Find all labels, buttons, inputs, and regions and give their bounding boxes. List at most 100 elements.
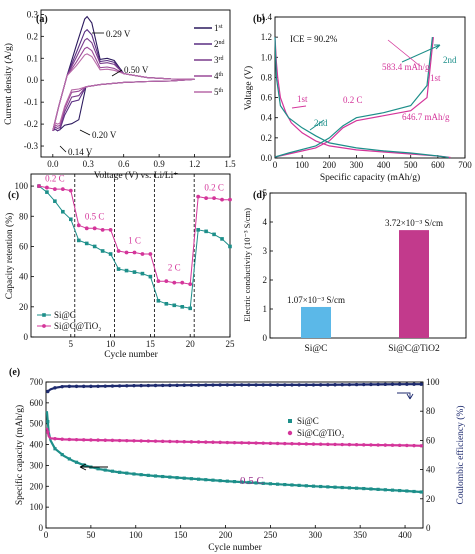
panel-e-marker-2-378 bbox=[383, 382, 387, 387]
panel-a-annot-3: 0.20 V bbox=[92, 130, 117, 140]
panel-b-arrow-2nd-c bbox=[401, 44, 441, 63]
panel-e-marker-1-410 bbox=[412, 443, 416, 448]
panel-e-marker-2-122 bbox=[153, 383, 158, 388]
panel-e-marker-0-178 bbox=[204, 478, 208, 482]
panel-e-ylabel-right: Coulombic efficiency (%) bbox=[455, 405, 466, 504]
panel-e-marker-2-346 bbox=[354, 382, 359, 387]
panel-a-xlabel: Voltage (V) vs. Li/Li⁺ bbox=[94, 170, 179, 181]
panel-e-marker-1-186 bbox=[211, 440, 215, 444]
panel-c-xlabel: Cycle number bbox=[104, 350, 158, 360]
panel-c-point-0-12 bbox=[132, 270, 137, 274]
panel-e-marker-0-242 bbox=[261, 481, 265, 485]
panel-e-marker-2-202 bbox=[225, 383, 230, 387]
panel-e-marker-1-354 bbox=[362, 443, 366, 447]
panel-d-ytick-label-2: 2 bbox=[263, 275, 268, 285]
panel-e-marker-1-266 bbox=[283, 441, 287, 446]
panel-a-ytick-label-2: -0.1 bbox=[24, 97, 38, 107]
panel-e-marker-0-314 bbox=[326, 485, 330, 489]
panel-c-point-0-15 bbox=[156, 298, 161, 303]
panel-e-xtick-label-6: 300 bbox=[309, 530, 323, 540]
panel-b-ytick-label-3: 0.6 bbox=[261, 93, 273, 103]
panel-e-marker-1-386 bbox=[390, 443, 395, 447]
panel-e-marker-0-250 bbox=[268, 482, 273, 486]
panel-e-marker-1-226 bbox=[247, 441, 251, 445]
panel-b-curve-1 bbox=[274, 37, 434, 158]
panel-e-marker-1-258 bbox=[275, 441, 280, 446]
panel-c-rate-label-2: 1 C bbox=[128, 235, 141, 245]
panel-e-marker-1-242 bbox=[261, 441, 265, 445]
panel-b-ytick-label-4: 0.8 bbox=[261, 72, 273, 82]
panel-e-marker-1-106 bbox=[139, 439, 143, 443]
panel-e-marker-2-98 bbox=[132, 383, 136, 388]
panel-c-point-0-7 bbox=[92, 244, 97, 249]
panel-e-marker-1-330 bbox=[340, 442, 344, 447]
panel-e-xtick-label-7: 350 bbox=[353, 530, 367, 540]
panel-d: (d) 0 1 2 3 4 5 1.07×10⁻³ S/cm Si@C 3.72×10⁻³ S… bbox=[242, 188, 467, 354]
panel-e-marker-0-362 bbox=[369, 487, 373, 491]
panel-e-marker-1-210 bbox=[232, 440, 237, 445]
panel-c-point-0-11 bbox=[124, 268, 129, 273]
panel-a-annot-2: 0.50 V bbox=[124, 65, 149, 75]
panel-b-annot-1st-d: 1st bbox=[297, 94, 308, 104]
panel-a-xtick-label-4: 1.2 bbox=[189, 159, 200, 169]
panel-a-arrow-4 bbox=[59, 145, 67, 153]
panel-e-marker-2-410 bbox=[412, 382, 416, 386]
panel-e-marker-0-82 bbox=[118, 470, 122, 474]
panel-c-point-1-20 bbox=[196, 194, 201, 199]
panel-b-annot-1st-c: 1st bbox=[430, 73, 441, 83]
panel-e-marker-0-266 bbox=[283, 482, 287, 487]
panel-a-xtick-label-5: 1.5 bbox=[224, 159, 236, 169]
panel-e-xlabel: Cycle number bbox=[208, 543, 262, 553]
panel-c-point-0-2 bbox=[53, 199, 57, 203]
panel-e-marker-0-122 bbox=[153, 474, 158, 478]
panel-b-frame bbox=[274, 16, 466, 159]
panel-c-point-0-16 bbox=[164, 301, 169, 306]
panel-d-category-0: Si@C bbox=[304, 344, 327, 354]
panel-e: (e) 0 50 100 150 200 250 300 350 400010020030040… bbox=[9, 367, 466, 553]
panel-c-point-1-11 bbox=[124, 250, 129, 255]
panel-b-label: (b) bbox=[253, 14, 265, 25]
panel-e-marker-0-330 bbox=[340, 485, 344, 490]
panel-e-ytick-label-1: 100 bbox=[30, 502, 44, 512]
panel-e-marker-2-138 bbox=[168, 383, 172, 388]
panel-b-curve-3 bbox=[274, 37, 433, 158]
panel-c-point-0-4 bbox=[69, 217, 73, 222]
panel-e-marker-1-298 bbox=[311, 442, 316, 446]
panel-c-point-1-23 bbox=[220, 197, 224, 202]
panel-a-annot-4: 0.14 V bbox=[68, 147, 93, 157]
panel-e-marker-2-306 bbox=[318, 383, 323, 387]
panel-e-marker-0-226 bbox=[247, 480, 251, 485]
panel-d-ytick-label-0: 0 bbox=[263, 333, 268, 343]
panel-e-marker-1-418 bbox=[419, 444, 423, 448]
panel-b-ytick-label-1: 0.2 bbox=[261, 133, 272, 143]
panel-e-xtick-label-2: 100 bbox=[129, 530, 143, 540]
panel-e-ytick-label-7: 700 bbox=[30, 377, 44, 387]
panel-c-point-1-10 bbox=[116, 249, 121, 253]
panel-c-point-0-9 bbox=[108, 252, 113, 256]
panel-e-marker-0-298 bbox=[311, 484, 316, 488]
panel-b-xtick-label-3: 300 bbox=[350, 160, 364, 170]
panel-c-point-0-1 bbox=[45, 190, 49, 194]
panel-c-point-0-18 bbox=[180, 305, 185, 309]
panel-c-point-1-24 bbox=[228, 197, 232, 202]
panel-e-marker-2-114 bbox=[146, 383, 151, 388]
panel-e-marker-1-154 bbox=[182, 440, 186, 444]
panel-e-marker-0-26 bbox=[67, 457, 71, 461]
panel-e-xtick-label-1: 50 bbox=[86, 530, 96, 540]
panel-c-frame bbox=[30, 173, 231, 338]
panel-e-ytick-right-label-0: 0 bbox=[426, 523, 431, 533]
panel-c-point-0-20 bbox=[196, 228, 200, 232]
panel-c-point-0-21 bbox=[204, 229, 208, 234]
panel-e-marker-1-314 bbox=[326, 442, 330, 447]
panel-e-marker-1-2 bbox=[46, 430, 50, 434]
panel-b-xtick-label-0: 0 bbox=[273, 160, 278, 170]
panel-e-marker-2-242 bbox=[261, 383, 265, 387]
panel-a: (a) 0.0 0.3 0.6 0.9 1.2 1.5 -0.3 -0.2 -0.1 0.0 0.1… bbox=[3, 9, 236, 181]
panel-c-point-0-13 bbox=[140, 271, 145, 276]
panel-c-rate-label-4: 0.2 C bbox=[204, 183, 224, 193]
panel-b-xtick-label-6: 600 bbox=[431, 160, 445, 170]
panel-e-marker-0-218 bbox=[240, 480, 244, 484]
panel-c-ytick-label-3: 60 bbox=[19, 241, 29, 251]
panel-e-marker-0-66 bbox=[103, 468, 107, 472]
panel-e-marker-2-362 bbox=[369, 382, 373, 387]
